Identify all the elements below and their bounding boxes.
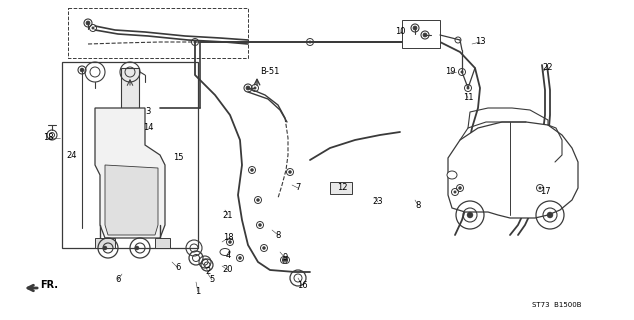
Bar — [155, 238, 170, 248]
Circle shape — [547, 212, 553, 218]
Circle shape — [194, 41, 196, 43]
Text: 17: 17 — [540, 188, 550, 196]
Text: 23: 23 — [373, 197, 384, 206]
Circle shape — [259, 223, 261, 227]
Circle shape — [413, 26, 417, 30]
Text: 15: 15 — [172, 154, 183, 163]
Circle shape — [254, 87, 256, 89]
Circle shape — [103, 246, 107, 250]
Circle shape — [285, 259, 287, 261]
Text: 1: 1 — [195, 287, 200, 297]
Circle shape — [458, 187, 462, 189]
Polygon shape — [105, 165, 158, 235]
Text: 22: 22 — [543, 63, 553, 73]
Circle shape — [288, 171, 292, 173]
Bar — [62, 62, 198, 248]
Text: 4: 4 — [225, 251, 231, 260]
Text: 14: 14 — [143, 124, 153, 132]
Text: 9: 9 — [282, 253, 288, 262]
Circle shape — [461, 71, 463, 73]
Circle shape — [454, 191, 456, 193]
Text: 6: 6 — [115, 276, 120, 284]
Circle shape — [135, 246, 139, 250]
Text: 18: 18 — [223, 234, 233, 243]
Circle shape — [309, 41, 311, 43]
Circle shape — [92, 27, 94, 29]
Circle shape — [467, 212, 473, 218]
Text: 8: 8 — [275, 230, 281, 239]
Circle shape — [467, 87, 469, 89]
Polygon shape — [95, 108, 165, 238]
Text: 18: 18 — [42, 133, 53, 142]
Circle shape — [246, 86, 250, 90]
Text: 19: 19 — [444, 68, 455, 76]
Text: 5: 5 — [209, 276, 215, 284]
Text: B-51: B-51 — [260, 68, 280, 76]
Circle shape — [250, 169, 254, 172]
Circle shape — [539, 187, 541, 189]
Ellipse shape — [447, 171, 457, 179]
Circle shape — [262, 246, 266, 250]
Text: ST73  B1500B: ST73 B1500B — [533, 302, 582, 308]
Ellipse shape — [220, 249, 230, 255]
Bar — [68, 8, 248, 58]
Bar — [330, 182, 352, 194]
Text: 7: 7 — [295, 183, 301, 193]
Text: 20: 20 — [223, 266, 233, 275]
Text: FR.: FR. — [40, 280, 58, 290]
Circle shape — [257, 198, 259, 202]
Circle shape — [86, 21, 90, 25]
Text: 16: 16 — [297, 281, 307, 290]
Text: 6: 6 — [176, 263, 181, 273]
Polygon shape — [448, 122, 578, 218]
Text: 21: 21 — [223, 211, 233, 220]
Circle shape — [80, 68, 84, 72]
Text: 11: 11 — [463, 93, 473, 102]
Text: 2: 2 — [205, 268, 210, 276]
Text: 10: 10 — [395, 28, 405, 36]
Bar — [121, 68, 139, 108]
Text: 24: 24 — [67, 150, 77, 159]
Text: 13: 13 — [475, 37, 485, 46]
Text: 8: 8 — [415, 201, 421, 210]
Circle shape — [423, 33, 427, 37]
Circle shape — [228, 241, 231, 244]
Bar — [95, 238, 115, 248]
Bar — [402, 20, 440, 48]
Text: 12: 12 — [337, 183, 347, 193]
Circle shape — [238, 257, 242, 260]
Circle shape — [283, 259, 285, 261]
Text: 3: 3 — [145, 108, 151, 116]
